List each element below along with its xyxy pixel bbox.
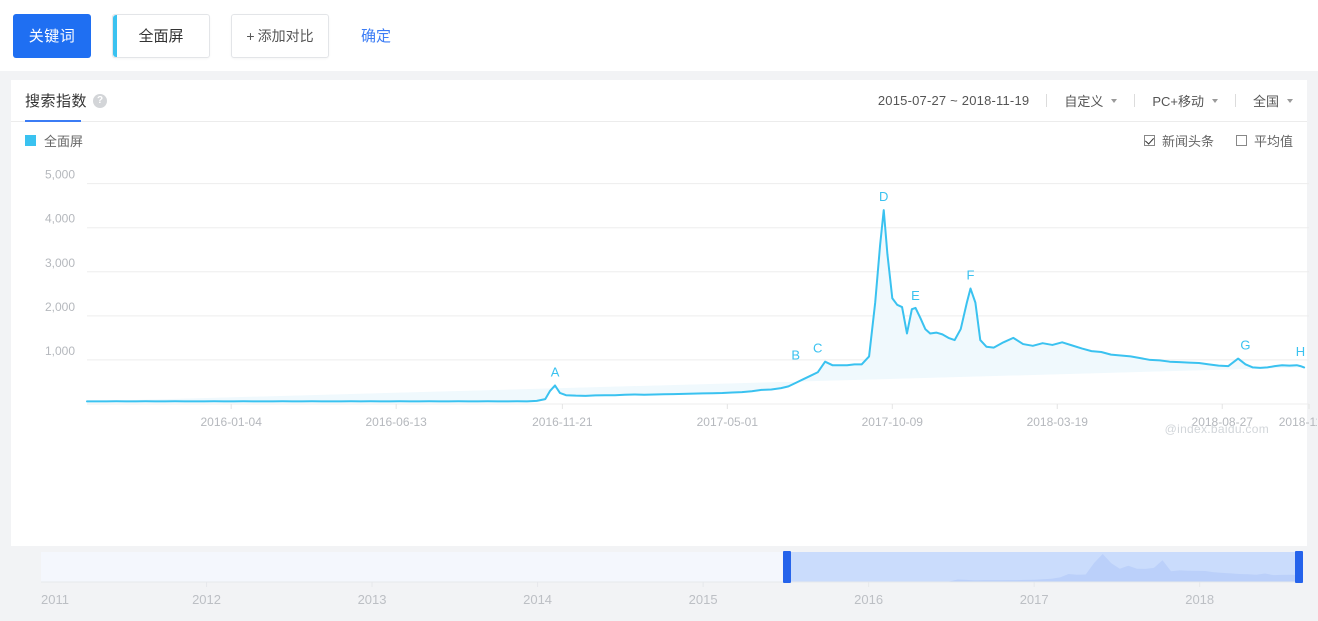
legend-toggles: 新闻头条 平均值 xyxy=(1122,131,1293,150)
timeline-svg[interactable]: 2011 2012 2013 2014 2015 2016 2017 2018 xyxy=(11,546,1307,616)
search-index-card: 搜索指数 ? 2015-07-27 ~ 2018-11-19 自定义 PC+移动… xyxy=(11,80,1317,546)
timeline-year-label: 2018 xyxy=(1185,592,1214,607)
checkbox-icon-unchecked[interactable] xyxy=(1235,134,1247,146)
svg-text:2018-11-19: 2018-11-19 xyxy=(1279,415,1317,429)
help-icon[interactable]: ? xyxy=(93,93,108,108)
timeline-year-label: 2015 xyxy=(689,592,718,607)
chart-annotation-H[interactable]: H xyxy=(1296,344,1305,359)
timeline-year-label: 2013 xyxy=(358,592,387,607)
divider xyxy=(1234,94,1236,107)
device-dropdown[interactable]: PC+移动 xyxy=(1152,91,1218,110)
legend-row: 全面屏 新闻头条 平均值 xyxy=(11,122,1307,158)
header-controls: 2015-07-27 ~ 2018-11-19 自定义 PC+移动 全国 xyxy=(878,91,1293,110)
chart-annotation-C[interactable]: C xyxy=(813,341,822,356)
region-dropdown-label: 全国 xyxy=(1252,94,1279,109)
timeline-year-label: 2017 xyxy=(1020,592,1049,607)
svg-text:2016-11-21: 2016-11-21 xyxy=(532,415,593,429)
chart-annotation-G[interactable]: G xyxy=(1240,338,1250,353)
chart-annotation-D[interactable]: D xyxy=(879,189,888,204)
checkbox-news-headline-label: 新闻头条 xyxy=(1161,133,1214,149)
svg-text:4,000: 4,000 xyxy=(45,212,75,226)
brush-handle-right[interactable] xyxy=(1295,551,1303,583)
watermark: @index.baidu.com xyxy=(1164,422,1269,436)
legend-color-swatch xyxy=(25,134,36,146)
period-dropdown[interactable]: 自定义 xyxy=(1064,91,1118,110)
svg-text:2017-05-01: 2017-05-01 xyxy=(697,415,759,429)
top-toolbar: 关键词 全面屏 + 添加对比 确定 xyxy=(0,0,1318,71)
svg-text:1,000: 1,000 xyxy=(45,344,75,358)
chart-annotation-F[interactable]: F xyxy=(967,268,975,283)
svg-text:2,000: 2,000 xyxy=(45,300,75,314)
chevron-down-icon xyxy=(1287,98,1293,103)
chart-annotation-A[interactable]: A xyxy=(551,364,560,379)
chevron-down-icon xyxy=(1211,98,1218,103)
brush-handle-left[interactable] xyxy=(782,551,791,583)
timeline-year-label: 2016 xyxy=(854,592,883,607)
timeline-year-label: 2012 xyxy=(192,592,221,607)
timeline-year-label: 2011 xyxy=(41,592,69,607)
svg-text:3,000: 3,000 xyxy=(45,256,75,270)
tab-active-underline xyxy=(25,120,81,122)
timeline-brush[interactable]: 2011 2012 2013 2014 2015 2016 2017 2018 xyxy=(11,546,1307,616)
device-dropdown-label: PC+移动 xyxy=(1152,94,1204,109)
checkbox-average-value-label: 平均值 xyxy=(1253,133,1293,149)
chart-area[interactable]: 1,000 2,000 3,000 4,000 5,000 2016-01-04 2016-… xyxy=(25,158,1317,458)
legend-item-series[interactable]: 全面屏 xyxy=(25,131,83,150)
svg-text:2018-08-27: 2018-08-27 xyxy=(1192,415,1254,429)
chart-annotation-E[interactable]: E xyxy=(911,288,920,303)
add-compare-button[interactable]: + 添加对比 xyxy=(231,13,329,58)
tab-label: 搜索指数 xyxy=(25,93,88,110)
confirm-link[interactable]: 确定 xyxy=(361,28,392,45)
date-range-label[interactable]: 2015-07-27 ~ 2018-11-19 xyxy=(877,93,1030,108)
keyword-chip-quanmianping[interactable]: 全面屏 xyxy=(112,13,210,58)
checkbox-news-headline[interactable]: 新闻头条 xyxy=(1143,131,1214,150)
svg-text:5,000: 5,000 xyxy=(45,168,75,182)
period-dropdown-label: 自定义 xyxy=(1064,94,1104,109)
svg-text:2016-06-13: 2016-06-13 xyxy=(365,415,427,429)
keyword-chip-label: 全面屏 xyxy=(138,28,184,45)
card-header: 搜索指数 ? 2015-07-27 ~ 2018-11-19 自定义 PC+移动… xyxy=(11,80,1307,122)
svg-text:2018-03-19: 2018-03-19 xyxy=(1027,415,1089,429)
checkbox-average-value[interactable]: 平均值 xyxy=(1235,131,1293,150)
add-compare-label: 添加对比 xyxy=(257,27,314,44)
legend-series-label: 全面屏 xyxy=(44,133,84,149)
timeline-year-label: 2014 xyxy=(523,592,552,607)
svg-text:2016-01-04: 2016-01-04 xyxy=(201,415,263,429)
plus-icon: + xyxy=(246,27,255,44)
keyword-button[interactable]: 关键词 xyxy=(13,13,91,58)
chevron-down-icon xyxy=(1111,98,1118,103)
region-dropdown[interactable]: 全国 xyxy=(1253,91,1293,110)
chart-annotation-B[interactable]: B xyxy=(791,348,800,363)
svg-text:2017-10-09: 2017-10-09 xyxy=(862,415,924,429)
chip-accent-bar xyxy=(113,14,117,57)
divider xyxy=(1046,94,1048,107)
checkbox-icon-checked[interactable] xyxy=(1143,134,1155,146)
search-index-line-chart[interactable]: 1,000 2,000 3,000 4,000 5,000 2016-01-04 2016-… xyxy=(25,158,1317,458)
tab-search-index[interactable]: 搜索指数 ? xyxy=(25,80,108,122)
divider xyxy=(1134,94,1136,107)
